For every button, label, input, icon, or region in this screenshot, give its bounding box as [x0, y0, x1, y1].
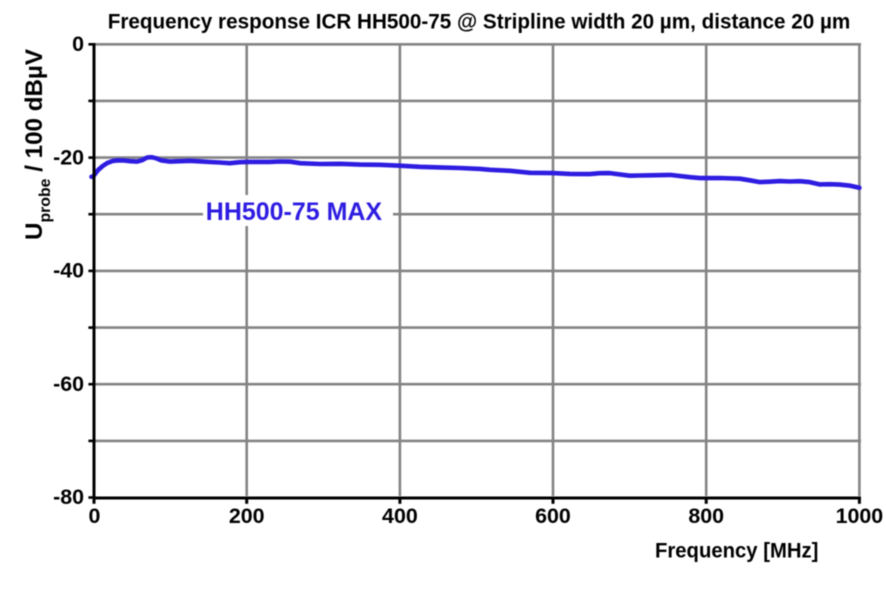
- svg-text:-40: -40: [53, 259, 84, 283]
- svg-text:600: 600: [535, 504, 571, 528]
- svg-text:1000: 1000: [836, 504, 884, 528]
- svg-text:Frequency response ICR HH500-7: Frequency response ICR HH500-75 @ Stripl…: [108, 11, 851, 34]
- svg-text:0: 0: [89, 504, 101, 528]
- svg-text:-80: -80: [53, 485, 84, 509]
- svg-text:-20: -20: [53, 145, 84, 169]
- svg-text:0: 0: [72, 32, 84, 56]
- svg-text:400: 400: [382, 504, 418, 528]
- svg-text:HH500-75 MAX: HH500-75 MAX: [206, 199, 383, 226]
- svg-text:-60: -60: [53, 372, 84, 396]
- svg-text:800: 800: [688, 504, 724, 528]
- svg-text:200: 200: [229, 504, 265, 528]
- svg-text:Uprobe / 100 dBµV: Uprobe / 100 dBµV: [21, 48, 54, 240]
- svg-text:Frequency [MHz]: Frequency [MHz]: [655, 540, 818, 563]
